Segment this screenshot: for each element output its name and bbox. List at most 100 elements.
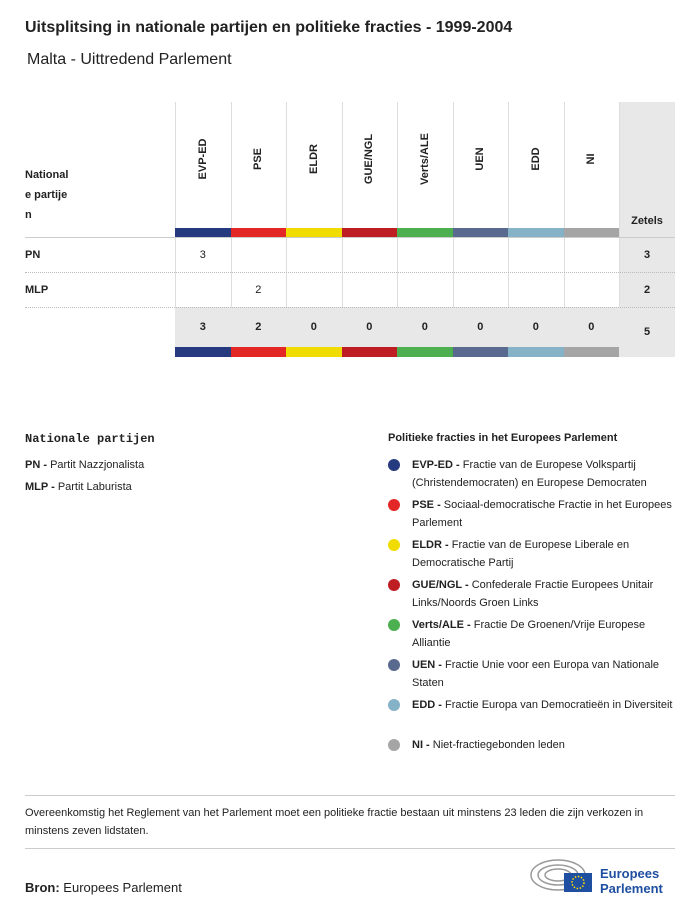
legend-text: Sociaal-democratische Fractie in het Eur… (412, 499, 672, 529)
legend-label: NI - (412, 739, 430, 751)
group-total: 0 (477, 321, 484, 333)
group-total: 0 (310, 321, 317, 333)
group-color-bar (230, 347, 286, 357)
legend-dot (388, 699, 400, 711)
legend-label: EVP-ED - (412, 459, 460, 471)
legend-label: PSE - (412, 499, 441, 511)
group-color-bar (563, 228, 619, 237)
divider (25, 848, 675, 849)
logo-line: Parlement (600, 881, 663, 896)
legend-dot (388, 459, 400, 471)
title: Uitsplitsing in nationale partijen en po… (25, 19, 513, 36)
group-total: 2 (255, 321, 262, 333)
column-line (175, 102, 176, 307)
party-name: MLP (25, 283, 49, 296)
source: Bron: Europees Parlement (25, 880, 182, 895)
logo-line: Europees (600, 866, 660, 881)
subtitle: Malta - Uittredend Parlement (27, 51, 232, 68)
legend-label: Verts/ALE - (412, 619, 471, 631)
row-line (25, 272, 675, 273)
group-color-bar (230, 228, 286, 237)
legend-title: Nationale partijen (25, 432, 155, 446)
row-line (25, 237, 675, 238)
logo-icon (530, 859, 592, 892)
legend-label: EDD - (412, 699, 442, 711)
group-color-bar (341, 347, 397, 357)
total-header: Zetels (631, 215, 663, 227)
legend-text: Partit Laburista (57, 481, 132, 493)
total-column-bg (619, 102, 675, 357)
group-total: 0 (588, 321, 595, 333)
legend-label: MLP - (25, 481, 55, 493)
group-color-bar (175, 228, 231, 237)
legend-item: PSE - Sociaal-democratische Fractie in h… (412, 496, 680, 532)
legend-item: EVP-ED - Fractie van de Europese Volkspa… (412, 456, 680, 492)
group-header: EVP-ED (196, 138, 209, 180)
seat-count: 3 (199, 248, 206, 261)
legend-text: Fractie De Groenen/Vrije Europese Allian… (412, 619, 646, 649)
legend-item: ELDR - Fractie van de Europese Liberale … (412, 536, 680, 572)
group-color-bar (508, 228, 564, 237)
legend-item: GUE/NGL - Confederale Fractie Europees U… (412, 576, 680, 612)
totals-row-bg (175, 307, 619, 347)
note: Overeenkomstig het Reglement van het Par… (25, 807, 644, 837)
group-total: 3 (199, 321, 206, 333)
column-line (619, 102, 620, 307)
row-total: 2 (643, 283, 651, 296)
legend-item: MLP - Partit Laburista (25, 478, 132, 496)
column-line (397, 102, 398, 307)
legend-label: PN - (25, 459, 47, 471)
group-header: GUE/NGL (363, 133, 376, 185)
group-header: EDD (529, 147, 542, 171)
legend-dot (388, 539, 400, 551)
column-line (341, 102, 343, 307)
group-color-bar (452, 228, 508, 237)
legend-dot (388, 499, 400, 511)
group-color-bar (563, 347, 619, 357)
column-line (508, 102, 509, 307)
legend-item: Verts/ALE - Fractie De Groenen/Vrije Eur… (412, 616, 680, 652)
legend-title: Politieke fracties in het Europees Parle… (388, 432, 618, 444)
group-total: 0 (421, 321, 428, 333)
group-color-bar (452, 347, 508, 357)
group-header: NI (585, 153, 598, 165)
corner-header: Nationale partijen (25, 169, 69, 221)
legend-text: Niet-fractiegebonden leden (432, 739, 565, 751)
group-color-bar (397, 228, 453, 237)
group-header: PSE (252, 148, 265, 171)
group-header: UEN (474, 147, 487, 171)
seat-count: 2 (255, 283, 262, 296)
column-line (452, 102, 454, 307)
legend-text: Confederale Fractie Europees Unitair Lin… (412, 579, 654, 609)
column-line (286, 102, 287, 307)
legend-dot (388, 659, 400, 671)
group-color-bar (286, 228, 342, 237)
legend-text: Fractie Europa van Democratieën in Diver… (445, 699, 673, 711)
logo-text: Europees Parlement (600, 866, 663, 896)
legend-text: Fractie van de Europese Volkspartij (Chr… (412, 459, 647, 489)
group-color-bar (175, 347, 231, 357)
group-color-bar (397, 347, 453, 357)
column-line (230, 102, 232, 307)
party-name: PN (25, 248, 41, 261)
legend-item: PN - Partit Nazzjonalista (25, 456, 144, 474)
group-color-bar (508, 347, 564, 357)
legend-dot (388, 739, 400, 751)
divider (25, 795, 675, 796)
row-line (25, 307, 675, 308)
group-total: 0 (366, 321, 373, 333)
legend-text: Fractie Unie voor een Europa van Nationa… (412, 659, 660, 689)
legend-item: NI - Niet-fractiegebonden leden (412, 736, 680, 754)
legend-label: ELDR - (412, 539, 449, 551)
grand-total: 5 (643, 326, 651, 338)
source-label: Bron: (25, 880, 60, 895)
group-header: ELDR (307, 144, 320, 174)
legend-label: GUE/NGL - (412, 579, 469, 591)
group-color-bar (341, 228, 397, 237)
source-text: Europees Parlement (63, 880, 182, 895)
legend-text: Fractie van de Europese Liberale en Demo… (412, 539, 630, 569)
legend-label: UEN - (412, 659, 442, 671)
group-header: Verts/ALE (418, 133, 431, 185)
legend-dot (388, 579, 400, 591)
